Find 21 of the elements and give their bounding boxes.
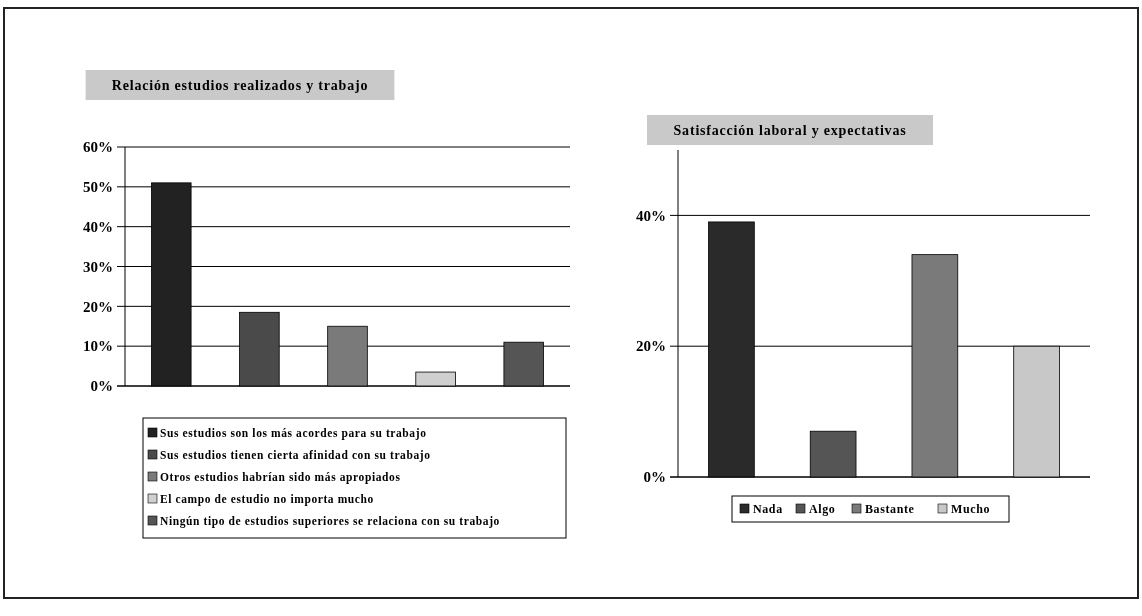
y-tick-label: 40% xyxy=(636,207,666,224)
legend-label: Otros estudios habrían sido más apropiados xyxy=(160,471,401,485)
legend-label: Bastante xyxy=(865,502,915,517)
y-tick-label: 0% xyxy=(90,378,113,395)
legend-label: El campo de estudio no importa mucho xyxy=(160,493,374,507)
legend-label: Ningún tipo de estudios superiores se relaciona con su trabajo xyxy=(160,515,500,529)
chart-title: Relación estudios realizados y trabajo xyxy=(111,78,369,93)
y-tick-label: 0% xyxy=(643,469,666,486)
y-tick-label: 30% xyxy=(83,258,113,275)
legend-label: Sus estudios son los más acordes para su trabajo xyxy=(160,427,427,441)
legend-label: Nada xyxy=(753,502,783,517)
y-tick-label: 60% xyxy=(83,139,113,156)
legend-label: Sus estudios tienen cierta afinidad con su trabajo xyxy=(160,449,431,463)
legend-label: Mucho xyxy=(951,502,990,517)
y-tick-label: 40% xyxy=(83,218,113,235)
y-tick-label: 20% xyxy=(636,338,666,355)
chart-title: Satisfacción laboral y expectativas xyxy=(673,123,907,138)
y-tick-label: 50% xyxy=(83,179,113,196)
y-tick-label: 10% xyxy=(83,338,113,355)
y-tick-label: 20% xyxy=(83,298,113,315)
legend-label: Algo xyxy=(809,502,836,517)
